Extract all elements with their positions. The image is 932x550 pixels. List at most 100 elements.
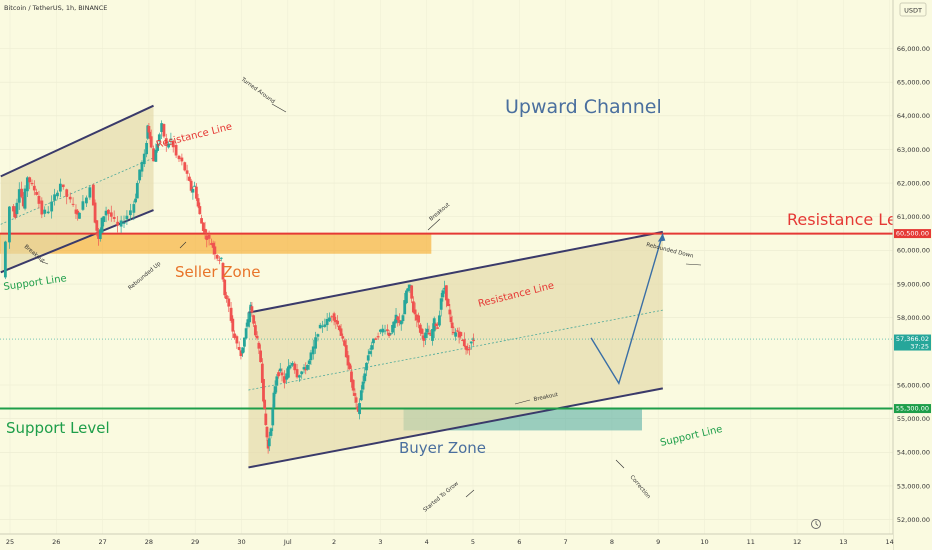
candle-body xyxy=(28,177,32,183)
candle-body xyxy=(272,392,276,408)
price-tick-label: 62,000.00 xyxy=(897,179,930,187)
candle-body xyxy=(461,339,464,341)
candle-body xyxy=(241,347,245,354)
channel-lower-line[interactable] xyxy=(0,209,154,274)
candle-body xyxy=(218,259,221,261)
time-tick-label: 10 xyxy=(700,538,708,546)
time-tick-label: 14 xyxy=(886,538,894,546)
channel-upper-line[interactable] xyxy=(248,230,664,314)
candle-body xyxy=(350,371,353,383)
candle-body xyxy=(74,209,78,214)
candle-body xyxy=(65,189,69,197)
candle-body xyxy=(438,315,441,326)
candle-body xyxy=(88,187,92,198)
candle-body xyxy=(337,325,341,331)
clock-icon[interactable] xyxy=(811,519,821,529)
candle-body xyxy=(446,299,450,307)
candle-body xyxy=(420,328,424,334)
candle-body xyxy=(210,243,213,245)
candle-body xyxy=(379,329,382,332)
time-tick-label: 4 xyxy=(425,538,429,546)
time-axis[interactable]: 25 26 27 28 29 30 Jul 2 3 4 5 6 7 8 9 10 11 12 13 14 xyxy=(6,538,894,546)
candle-body xyxy=(35,192,39,195)
candle-body xyxy=(213,246,217,255)
candle-body xyxy=(381,328,385,333)
candle-body xyxy=(255,335,259,339)
channel-lower-line[interactable] xyxy=(248,387,664,469)
price-tick-label: 66,000.00 xyxy=(897,45,930,53)
candle-body xyxy=(109,212,113,217)
candle-body xyxy=(43,209,47,214)
candle-body xyxy=(25,177,29,192)
candle-body xyxy=(366,355,370,361)
candle-body xyxy=(177,155,181,160)
candle-body xyxy=(231,318,235,332)
candle-body xyxy=(262,379,265,402)
candle-body xyxy=(40,200,44,215)
price-tick-label: 54,000.00 xyxy=(897,449,930,457)
candle-body xyxy=(269,428,273,436)
candle-body xyxy=(259,350,262,363)
candle-body xyxy=(128,210,132,216)
candle-body xyxy=(196,198,200,207)
channel-upper-line[interactable] xyxy=(0,104,154,178)
time-tick-label: 12 xyxy=(793,538,801,546)
candle-body xyxy=(462,339,466,347)
candle-body xyxy=(233,333,236,338)
candle-body xyxy=(91,184,95,206)
candle-body xyxy=(271,408,275,426)
time-tick-label: 11 xyxy=(747,538,755,546)
candle-body xyxy=(464,345,468,350)
candle-body xyxy=(200,218,203,224)
annotation-label: Buyer Zone xyxy=(399,439,486,457)
candle-body xyxy=(191,189,195,193)
candle-body xyxy=(81,201,85,210)
candle-body xyxy=(469,341,473,344)
candle-body xyxy=(273,386,277,395)
currency-badge-frame[interactable] xyxy=(899,2,927,17)
candle-body xyxy=(372,338,375,344)
candle-body xyxy=(444,285,448,301)
candle-body xyxy=(424,332,427,339)
time-tick-label: 25 xyxy=(6,538,14,546)
candle-body xyxy=(457,331,461,338)
candle-body xyxy=(363,373,367,382)
candle-body xyxy=(300,371,304,375)
candle-body xyxy=(454,332,458,337)
candle-body xyxy=(321,325,324,327)
time-tick-label: 9 xyxy=(656,538,660,546)
annotation-label: Seller Zone xyxy=(175,263,260,281)
candle-body xyxy=(346,355,350,366)
candle-body xyxy=(288,365,292,369)
candle-body xyxy=(189,180,193,191)
candle-body xyxy=(286,366,290,378)
time-tick-label: 6 xyxy=(517,538,521,546)
price-tick-label: 64,000.00 xyxy=(897,112,930,120)
candle-body xyxy=(223,279,227,296)
candle-body xyxy=(304,369,308,371)
candle-body xyxy=(405,290,408,304)
candle-body xyxy=(169,138,173,141)
candle-body xyxy=(8,206,11,243)
candle-body xyxy=(278,368,282,372)
candle-body xyxy=(429,334,433,336)
price-marker-bg xyxy=(894,334,931,351)
seller-zone[interactable] xyxy=(0,233,432,254)
projection-path[interactable] xyxy=(590,233,664,386)
candle-body xyxy=(154,149,158,162)
candle-body xyxy=(164,138,168,145)
candle-body xyxy=(358,403,361,415)
candle-body xyxy=(46,211,50,214)
price-tick-label: 53,000.00 xyxy=(897,482,930,490)
candle-body xyxy=(285,373,289,380)
candle-body xyxy=(436,327,440,329)
candle-body xyxy=(318,324,322,329)
candle-body xyxy=(328,317,331,322)
time-tick-label: 26 xyxy=(52,538,60,546)
time-tick-label: 28 xyxy=(145,538,153,546)
candle-body xyxy=(32,185,36,191)
price-axis[interactable]: 66,000.00 65,000.00 64,000.00 63,000.00 62,0… xyxy=(897,45,930,524)
candle-body xyxy=(244,328,248,339)
candle-body xyxy=(408,284,412,289)
